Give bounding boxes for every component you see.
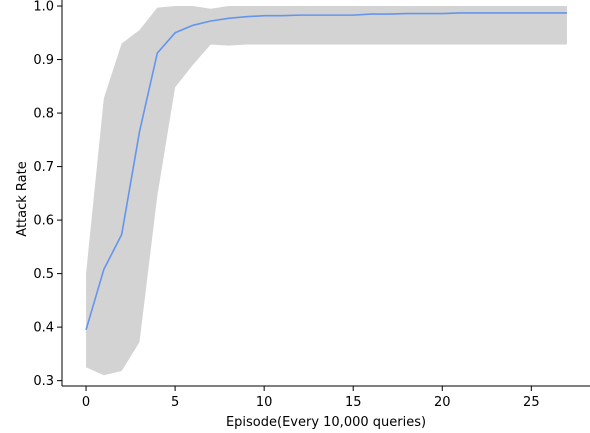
x-tick-label: 5 bbox=[171, 395, 179, 410]
y-tick-label: 0.9 bbox=[33, 53, 54, 68]
x-tick-label: 25 bbox=[523, 395, 540, 410]
x-tick-label: 0 bbox=[82, 395, 90, 410]
y-tick-label: 0.5 bbox=[33, 267, 54, 282]
confidence-band bbox=[86, 6, 567, 376]
mean-line-layer bbox=[85, 12, 567, 331]
x-tick-label: 15 bbox=[345, 395, 362, 410]
confidence-band-layer bbox=[86, 6, 567, 376]
y-tick-label: 0.4 bbox=[33, 321, 54, 336]
y-axis-label: Attack Rate bbox=[15, 161, 30, 236]
y-tick-label: 1.0 bbox=[33, 0, 54, 15]
mean-attack-rate-line bbox=[85, 12, 567, 331]
x-tick-label: 20 bbox=[434, 395, 451, 410]
y-tick-label: 0.3 bbox=[33, 374, 54, 389]
axes-layer: 0 5 10 15 20 25 0.3 0.4 0.5 0.6 0.7 0.8 0.9 1.0 bbox=[33, 0, 590, 410]
x-tick-label: 10 bbox=[256, 395, 273, 410]
y-tick-label: 0.8 bbox=[33, 107, 54, 122]
y-tick-label: 0.6 bbox=[33, 214, 54, 229]
y-tick-label: 0.7 bbox=[33, 160, 54, 175]
x-axis-label: Episode(Every 10,000 queries) bbox=[226, 415, 426, 430]
